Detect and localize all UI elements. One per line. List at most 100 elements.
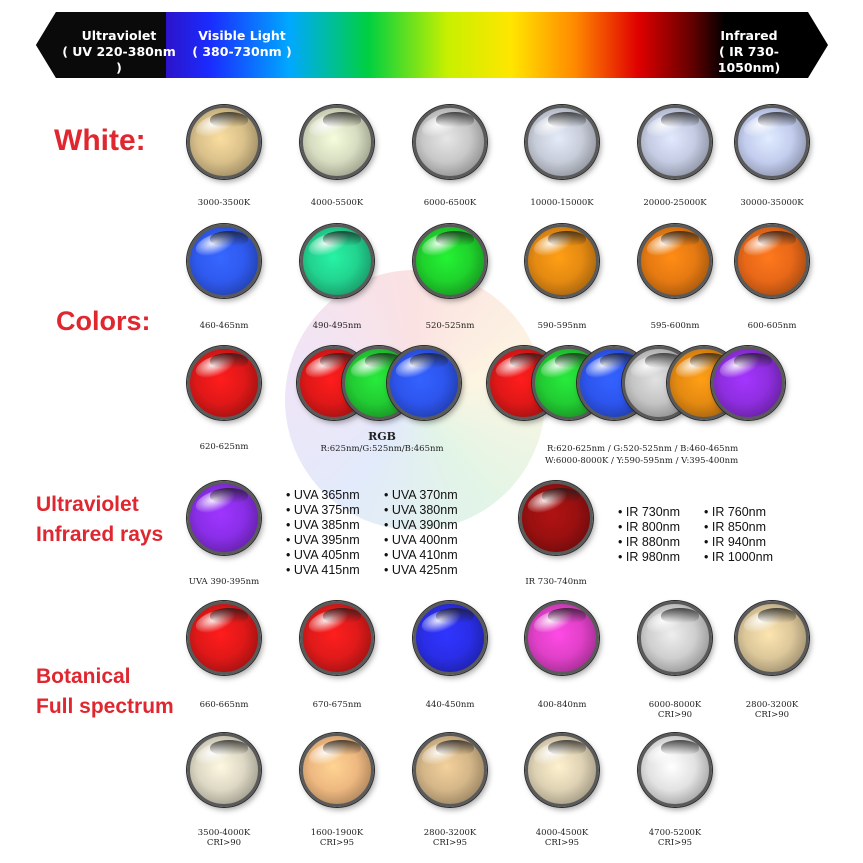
led-botanical-label: 6000-8000K [648,700,702,710]
led-white-label: 6000-6500K [423,198,477,208]
led-botanical-cri: CRI>90 [754,710,790,720]
uva-list-item: • UVA 375nm [286,503,360,517]
ir-list-col2: • IR 760nm • IR 850nm • IR 940nm • IR 1000n… [704,505,773,565]
led-red-single [187,346,261,420]
led-botanical-label: 2800-3200K [745,700,799,710]
ir-band-label: Infrared ( IR 730-1050nm) [690,28,808,76]
led-color-label: 490-495nm [312,321,362,331]
led-white-5 [638,105,712,179]
ir-list-item: • IR 850nm [704,520,767,534]
led-color-label: 595-600nm [650,321,700,331]
section-uv-ir: Ultraviolet Infrared rays [36,490,163,550]
led-white-1 [187,105,261,179]
led-color-label: 600-605nm [747,321,797,331]
led-botanical-6 [735,601,809,675]
spectrum-banner [36,12,828,78]
led-color-2 [300,224,374,298]
uva-list-item: • UVA 415nm [286,563,360,577]
uva-list-col2: • UVA 370nm • UVA 380nm • UVA 390nm • UVA 4… [384,488,458,578]
section-botanical: Botanical Full spectrum [36,662,174,722]
rgb-title: RGB [368,430,396,443]
led-fullspectrum-cri: CRI>95 [657,838,693,848]
led-red-label: 620-625nm [199,442,249,452]
led-fullspectrum-cri: CRI>95 [319,838,355,848]
led-color-4 [525,224,599,298]
uva-list-item: • UVA 370nm [384,488,458,502]
ir-band-title: Infrared [720,28,778,43]
section-botanical-line2: Full spectrum [36,695,174,718]
section-botanical-line1: Botanical [36,665,131,688]
led-fullspectrum-1 [187,733,261,807]
ir-list-item: • IR 760nm [704,505,767,519]
uva-list-item: • UVA 410nm [384,548,458,562]
ir-list-item: • IR 730nm [618,505,681,519]
led-white-label: 3000-3500K [197,198,251,208]
led-fullspectrum-4 [525,733,599,807]
led-white-label: 4000-5500K [310,198,364,208]
ir-list-item: • IR 800nm [618,520,681,534]
visible-band-label: Visible Light ( 380-730nm ) [188,28,296,60]
led-botanical-label: 440-450nm [425,700,475,710]
uva-list-item: • UVA 405nm [286,548,360,562]
led-botanical-label: 660-665nm [199,700,249,710]
led-multi-6 [711,346,785,420]
ir-band-range: ( IR 730-1050nm) [717,44,781,75]
led-fullspectrum-label: 2800-3200K [423,828,477,838]
uv-band-title: Ultraviolet [81,28,157,43]
led-botanical-label: 400-840nm [537,700,587,710]
uva-list-item: • UVA 380nm [384,503,458,517]
multi-spec-line2: W:6000-8000K / Y:590-595nm / V:395-400nm [545,456,739,466]
led-rgb-3 [387,346,461,420]
led-color-6 [735,224,809,298]
ir-list-item: • IR 980nm [618,550,681,564]
uva-list-item: • UVA 425nm [384,563,458,577]
led-botanical-label: 670-675nm [312,700,362,710]
led-fullspectrum-cri: CRI>95 [544,838,580,848]
uva-list-item: • UVA 395nm [286,533,360,547]
led-white-4 [525,105,599,179]
section-uv-ir-line1: Ultraviolet [36,493,139,516]
led-fullspectrum-cri: CRI>95 [432,838,468,848]
led-botanical-1 [187,601,261,675]
uva-list-item: • UVA 385nm [286,518,360,532]
led-ir-single [519,481,593,555]
led-botanical-2 [300,601,374,675]
led-botanical-cri: CRI>90 [657,710,693,720]
led-color-label: 460-465nm [199,321,249,331]
section-colors: Colors: [56,306,151,336]
led-ir-label: IR 730-740nm [525,577,587,587]
led-botanical-5 [638,601,712,675]
led-botanical-4 [525,601,599,675]
uv-band-range: ( UV 220-380nm ) [62,44,176,75]
section-white: White: [54,124,146,157]
led-botanical-3 [413,601,487,675]
led-fullspectrum-2 [300,733,374,807]
led-fullspectrum-cri: CRI>90 [206,838,242,848]
led-fullspectrum-label: 1600-1900K [310,828,364,838]
led-color-label: 520-525nm [425,321,475,331]
uv-band-label: Ultraviolet ( UV 220-380nm ) [60,28,178,76]
led-uv-label: UVA 390-395nm [188,577,260,587]
visible-band-range: ( 380-730nm ) [192,44,292,59]
led-fullspectrum-label: 4000-4500K [535,828,589,838]
ir-list-item: • IR 1000nm [704,550,773,564]
led-uv-single [187,481,261,555]
led-fullspectrum-label: 4700-5200K [648,828,702,838]
led-white-label: 30000-35000K [740,198,804,208]
ir-list-col1: • IR 730nm • IR 800nm • IR 880nm • IR 980nm [618,505,680,565]
led-fullspectrum-5 [638,733,712,807]
led-white-6 [735,105,809,179]
led-fullspectrum-label: 3500-4000K [197,828,251,838]
uva-list-item: • UVA 390nm [384,518,458,532]
section-uv-ir-line2: Infrared rays [36,523,164,546]
led-white-2 [300,105,374,179]
visible-band-title: Visible Light [198,28,286,43]
ir-list-item: • IR 880nm [618,535,681,549]
uva-list-col1: • UVA 365nm • UVA 375nm • UVA 385nm • UVA 3… [286,488,360,578]
led-color-3 [413,224,487,298]
led-color-5 [638,224,712,298]
led-fullspectrum-3 [413,733,487,807]
multi-spec-line1: R:620-625nm / G:520-525nm / B:460-465nm [547,444,739,454]
rgb-spec: R:625nm/G:525nm/B:465nm [320,444,444,454]
led-white-label: 20000-25000K [643,198,707,208]
